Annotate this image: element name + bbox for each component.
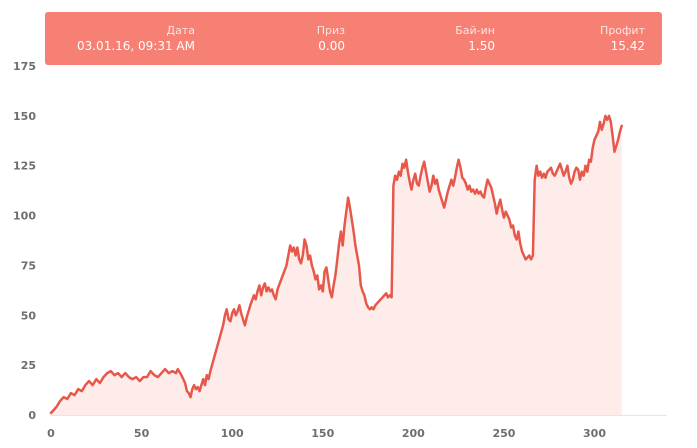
y-tick-label: 125	[13, 160, 36, 173]
plot-area	[49, 114, 623, 416]
tooltip-prize-value: 0.00	[318, 39, 345, 53]
x-tick-label: 250	[492, 427, 515, 440]
y-tick-label: 50	[21, 309, 37, 322]
y-tick-label: 75	[21, 259, 36, 272]
y-tick-label: 175	[13, 60, 36, 73]
y-tick-label: 150	[13, 110, 36, 123]
data-tooltip: Дата 03.01.16, 09:31 AM Приз 0.00 Бай-ин…	[45, 12, 662, 65]
tooltip-profit: Профит 15.42	[600, 24, 645, 54]
x-tick-label: 300	[583, 427, 606, 440]
tooltip-buyin-value: 1.50	[468, 39, 495, 53]
y-tick-label: 100	[13, 210, 36, 223]
x-tick-label: 0	[47, 427, 55, 440]
y-tick-label: 25	[21, 359, 36, 372]
x-tick-label: 150	[311, 427, 334, 440]
series-line	[49, 114, 623, 415]
tooltip-date-label: Дата	[166, 24, 195, 37]
x-tick-label: 50	[134, 427, 150, 440]
tooltip-profit-label: Профит	[600, 24, 645, 37]
tooltip-buyin: Бай-ин 1.50	[455, 24, 495, 54]
series-area	[51, 115, 622, 416]
tooltip-prize: Приз 0.00	[317, 24, 345, 54]
x-tick-label: 200	[402, 427, 425, 440]
tooltip-profit-value: 15.42	[610, 39, 645, 53]
tooltip-buyin-label: Бай-ин	[455, 24, 495, 37]
tooltip-prize-label: Приз	[316, 24, 345, 37]
tooltip-date-value: 03.01.16, 09:31 AM	[76, 39, 195, 53]
tooltip-date: Дата 03.01.16, 09:31 AM	[77, 24, 195, 54]
y-axis: 0 25 50 75 100 125 150 175	[13, 60, 36, 422]
x-tick-label: 100	[221, 427, 244, 440]
x-axis: 0 50 100 150 200 250 300	[47, 415, 667, 440]
y-tick-label: 0	[28, 409, 36, 422]
